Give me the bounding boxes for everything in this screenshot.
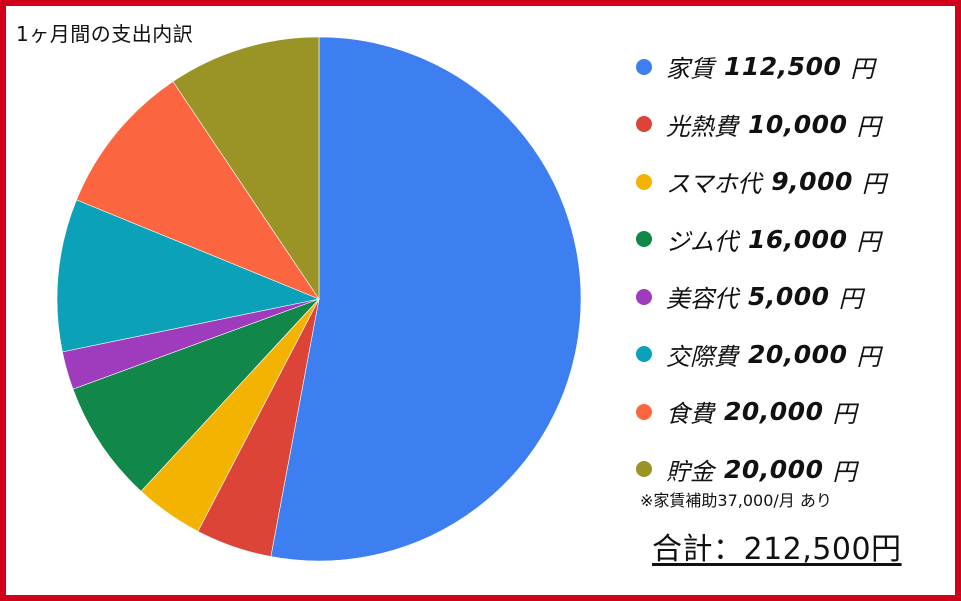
- legend-label-1: 光熱費: [666, 112, 738, 141]
- legend-item-2: スマホ代 9,000 円: [636, 153, 886, 211]
- legend-unit-6: 円: [832, 400, 857, 429]
- legend-item-4: 美容代 5,000 円: [636, 268, 886, 326]
- legend-item-6: 食費 20,000 円: [636, 383, 886, 441]
- legend-swatch-5: [636, 346, 652, 363]
- legend-swatch-4: [636, 288, 652, 305]
- legend-amount-6: 20,000: [724, 397, 824, 427]
- legend-item-3: ジム代 16,000 円: [636, 211, 886, 269]
- legend-amount-0: 112,500: [724, 52, 842, 82]
- legend-swatch-0: [636, 58, 652, 75]
- legend-label-7: 貯金: [666, 457, 714, 486]
- legend-unit-1: 円: [856, 112, 881, 141]
- legend-item-0: 家賃 112,500 円: [636, 38, 886, 96]
- legend-item-7: 貯金 20,000 円: [636, 441, 886, 499]
- legend-swatch-1: [636, 116, 652, 133]
- pie-slice-0: [270, 36, 582, 562]
- legend-label-6: 食費: [666, 400, 714, 429]
- legend-label-2: スマホ代: [666, 170, 762, 199]
- legend-label-5: 交際費: [666, 342, 738, 371]
- legend-unit-5: 円: [856, 342, 881, 371]
- legend-swatch-3: [636, 231, 652, 248]
- legend: 家賃 112,500 円光熱費 10,000 円スマホ代 9,000 円ジム代 16,000 円…: [636, 38, 886, 498]
- legend-label-4: 美容代: [666, 285, 738, 314]
- footnote: ※家賃補助37,000/月 あり: [640, 491, 832, 510]
- pie-slice-5: [56, 199, 321, 353]
- pie-slice-3: [72, 298, 320, 492]
- pie-slice-6: [76, 81, 320, 300]
- legend-amount-1: 10,000: [748, 109, 848, 139]
- legend-unit-0: 円: [850, 55, 875, 84]
- legend-unit-7: 円: [832, 457, 857, 486]
- chart-title: 1ヶ月間の支出内訳: [16, 22, 194, 46]
- legend-unit-3: 円: [856, 227, 881, 256]
- legend-amount-4: 5,000: [748, 282, 830, 312]
- legend-item-1: 光熱費 10,000 円: [636, 96, 886, 154]
- legend-unit-4: 円: [838, 285, 863, 314]
- legend-item-5: 交際費 20,000 円: [636, 326, 886, 384]
- legend-unit-2: 円: [861, 170, 886, 199]
- legend-amount-2: 9,000: [771, 167, 853, 197]
- legend-amount-5: 20,000: [748, 339, 848, 369]
- legend-swatch-2: [636, 173, 652, 190]
- legend-swatch-7: [636, 461, 652, 478]
- legend-label-0: 家賃: [666, 55, 714, 84]
- legend-amount-3: 16,000: [748, 224, 848, 254]
- legend-swatch-6: [636, 403, 652, 420]
- legend-label-3: ジム代: [666, 227, 738, 256]
- total-amount: 合計：212,500円: [652, 532, 902, 567]
- pie-slice-7: [172, 36, 320, 300]
- legend-amount-7: 20,000: [724, 454, 824, 484]
